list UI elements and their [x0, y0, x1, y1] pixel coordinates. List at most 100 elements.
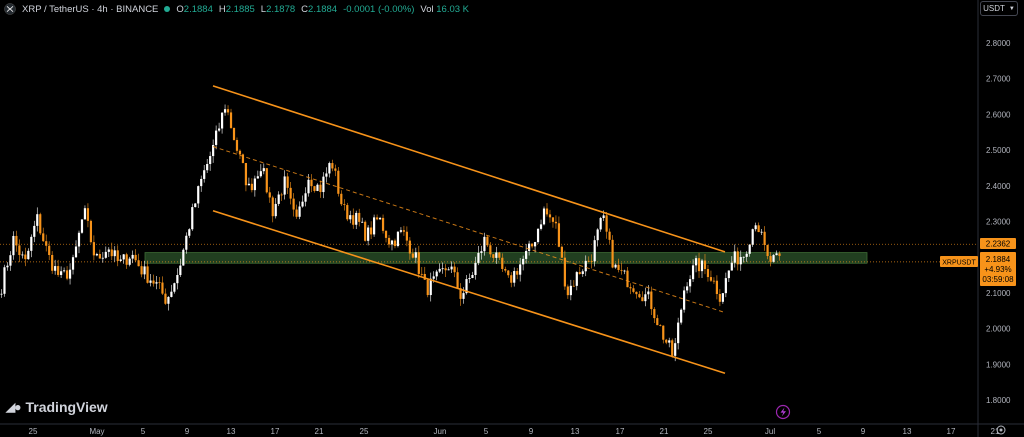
- candle-body: [644, 294, 647, 302]
- candle-body: [21, 254, 24, 256]
- candle-body: [194, 203, 197, 208]
- candle-body: [510, 275, 513, 283]
- time-tick-label: 13: [227, 427, 236, 436]
- candle-body: [596, 229, 599, 241]
- candle-body: [384, 230, 388, 238]
- time-tick-label: May: [89, 427, 104, 436]
- candle-body: [0, 293, 3, 295]
- ohlc-high: H2.1885: [218, 3, 255, 15]
- candle-body: [39, 214, 42, 234]
- currency-button[interactable]: USDT ▼: [980, 1, 1018, 16]
- candle-body: [71, 257, 75, 270]
- candle-body: [77, 232, 81, 247]
- candle-body: [137, 260, 140, 267]
- candle-body: [304, 193, 307, 202]
- candle-body: [301, 201, 304, 207]
- candle-body: [286, 176, 289, 188]
- candle-body: [641, 297, 644, 302]
- candle-body: [525, 250, 528, 259]
- candle-body: [444, 268, 447, 271]
- candle-body: [766, 244, 769, 257]
- candle-body: [480, 251, 483, 253]
- candle-body: [343, 204, 346, 206]
- candle-body: [217, 128, 221, 131]
- candle-body: [107, 249, 110, 252]
- candle-body: [626, 270, 629, 288]
- svg-text:2.1884: 2.1884: [986, 255, 1011, 264]
- lightning-icon[interactable]: [775, 404, 791, 420]
- candle-body: [45, 241, 48, 246]
- volume: Vol 16.03 K: [420, 3, 469, 15]
- candle-body: [638, 294, 641, 298]
- candle-body: [387, 237, 391, 245]
- candle-body: [238, 150, 242, 155]
- candle-body: [569, 285, 572, 296]
- candle-body: [474, 262, 477, 276]
- price-tick-label: 2.1000: [986, 289, 1011, 298]
- candle-body: [599, 218, 602, 230]
- candle-body: [283, 176, 286, 195]
- candle-body: [438, 268, 441, 272]
- candle-body: [83, 208, 87, 220]
- candle-body: [414, 252, 417, 258]
- candle-body: [209, 156, 212, 164]
- candle-body: [313, 186, 316, 191]
- candle-body: [763, 231, 766, 245]
- candle-body: [295, 209, 298, 217]
- candle-body: [125, 254, 128, 265]
- time-tick-label: 21: [660, 427, 669, 436]
- candle-body: [411, 253, 414, 258]
- candle-body: [3, 267, 6, 294]
- candle-body: [396, 231, 400, 247]
- candle-body: [191, 207, 194, 230]
- candle-body: [697, 258, 701, 272]
- candle-body: [134, 254, 137, 261]
- level-tag: 2.2362: [980, 238, 1016, 249]
- candle-body: [703, 260, 707, 270]
- svg-text:+4.93%: +4.93%: [984, 265, 1011, 274]
- candle-body: [775, 253, 778, 256]
- candle-body: [662, 325, 665, 340]
- candle-body: [223, 109, 227, 113]
- candle-body: [98, 254, 101, 259]
- time-tick-label: Jul: [765, 427, 775, 436]
- candle-body: [572, 285, 575, 287]
- time-tick-label: 17: [616, 427, 625, 436]
- candle-body: [423, 274, 426, 280]
- candle-body: [513, 271, 516, 283]
- candle-body: [453, 266, 456, 273]
- candle-body: [769, 256, 772, 262]
- tradingview-logo[interactable]: ◢● TradingView: [6, 399, 108, 415]
- channel-mid-line[interactable]: [212, 146, 726, 314]
- channel-lower-line[interactable]: [212, 210, 726, 374]
- candle-body: [176, 274, 179, 284]
- time-tick-label: 21: [991, 427, 1000, 436]
- price-tick-label: 2.4000: [986, 182, 1011, 191]
- settings-icon[interactable]: [996, 425, 1006, 435]
- last-price-tag: 2.1884 +4.93% 03:59:08: [980, 252, 1016, 286]
- candle-body: [742, 256, 745, 258]
- candle-body: [778, 253, 781, 256]
- candle-body: [310, 179, 313, 187]
- candle-body: [259, 171, 262, 177]
- candle-body: [671, 340, 674, 356]
- time-tick-label: 9: [861, 427, 866, 436]
- candle-body: [48, 245, 51, 256]
- candle-body: [280, 194, 283, 196]
- candle-body: [647, 291, 650, 295]
- candle-body: [256, 176, 259, 179]
- symbol-title[interactable]: XRP / TetherUS · 4h · BINANCE: [22, 3, 159, 15]
- candle-body: [364, 221, 367, 241]
- candle-body: [101, 257, 104, 259]
- time-tick-label: 13: [571, 427, 580, 436]
- channel-upper-line[interactable]: [212, 85, 726, 253]
- candle-body: [718, 294, 721, 302]
- candle-body: [468, 278, 471, 280]
- candle-body: [62, 270, 66, 272]
- candle-body: [30, 236, 33, 251]
- candle-body: [557, 223, 561, 247]
- candle-body: [358, 212, 361, 222]
- ohlc-low: L2.1878: [260, 3, 296, 15]
- candle-body: [650, 291, 653, 310]
